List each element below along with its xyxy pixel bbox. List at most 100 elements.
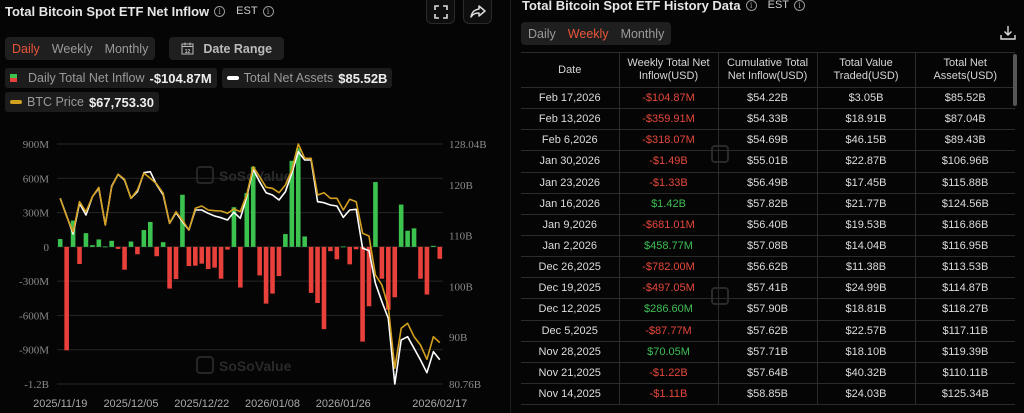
x-axis-tick: 2025/12/05 xyxy=(103,398,158,410)
cell-date: Dec 12,2025 xyxy=(521,298,620,321)
timezone-label: EST xyxy=(236,5,258,17)
tab-weekly[interactable]: Weekly xyxy=(51,41,93,56)
tab-weekly[interactable]: Weekly xyxy=(567,26,609,41)
timezone-info-icon[interactable]: i xyxy=(262,5,274,17)
table-row[interactable]: Nov 21,2025 -$1.22B $57.64B $40.32B $110.11B xyxy=(521,361,1015,384)
table-row[interactable]: Dec 19,2025 -$497.05M $57.41B $24.99B $114.8… xyxy=(521,277,1015,300)
cell-net-assets: $117.11B xyxy=(914,319,1015,342)
line-swatch-icon xyxy=(226,76,239,80)
left-axis-tick: -900M xyxy=(19,345,49,357)
table-row[interactable]: Jan 16,2026 $1.42B $57.82B $21.77B $124.56B xyxy=(521,192,1015,215)
left-axis-tick: -300M xyxy=(19,276,49,288)
column-header-net-assets[interactable]: Total Net Assets(USD) xyxy=(914,52,1015,88)
right-axis-tick: 80.76B xyxy=(449,379,481,391)
cell-value-traded: $21.77B xyxy=(816,192,916,215)
cell-net-assets: $110.11B xyxy=(914,361,1015,384)
cell-cumulative-inflow: $56.62B xyxy=(717,256,818,279)
inflow-bar xyxy=(437,246,443,259)
column-header-cumulative-inflow[interactable]: Cumulative Total Net Inflow(USD) xyxy=(717,52,818,88)
table-row[interactable]: Nov 14,2025 -$1.11B $58.85B $24.03B $125.34B xyxy=(521,382,1015,406)
column-header-value-traded[interactable]: Total Value Traded(USD) xyxy=(816,52,916,88)
legend-label: Total Net Assets xyxy=(243,71,334,85)
table-row[interactable]: Jan 2,2026 $458.77M $57.08B $14.04B $116.95B xyxy=(521,234,1015,258)
table-row[interactable]: Nov 28,2025 $70.05M $57.71B $18.10B $119.39B xyxy=(521,340,1015,363)
inflow-bar xyxy=(405,230,410,247)
table-row[interactable]: Jan 30,2026 -$1.49B $55.01B $22.87B $106.96B xyxy=(521,150,1015,173)
inflow-bar xyxy=(141,230,147,247)
inflow-bar xyxy=(135,246,140,255)
inflow-bar xyxy=(205,246,211,270)
inflow-bar xyxy=(257,246,262,276)
inflow-bar xyxy=(96,239,102,247)
inflow-bar xyxy=(64,246,69,351)
legend-net-inflow[interactable]: Daily Total Net Inflow -$104.87M xyxy=(5,68,217,88)
legend-total-net-assets[interactable]: Total Net Assets $85.52B xyxy=(221,68,393,88)
inflow-bar xyxy=(231,207,237,247)
tab-monthly[interactable]: Monthly xyxy=(104,41,149,56)
cell-date: Nov 28,2025 xyxy=(521,340,620,363)
cell-weekly-inflow: -$104.87M xyxy=(618,86,719,110)
info-icon[interactable]: i xyxy=(745,0,757,11)
cell-value-traded: $19.53B xyxy=(816,213,916,236)
info-icon[interactable]: i xyxy=(214,5,226,17)
inflow-bar xyxy=(173,246,179,280)
column-header-weekly-inflow[interactable]: Weekly Total Net Inflow(USD) xyxy=(618,52,719,88)
fullscreen-button[interactable] xyxy=(426,0,455,24)
inflow-bar xyxy=(250,166,256,247)
legend-label: Daily Total Net Inflow xyxy=(28,71,145,85)
inflow-bar xyxy=(308,246,314,293)
table-row[interactable]: Dec 5,2025 -$87.77M $57.62B $22.57B $117.11B xyxy=(521,319,1015,342)
table-row[interactable]: Feb 17,2026 -$104.87M $54.22B $3.05B $85.52B xyxy=(521,86,1015,110)
timezone-info-icon[interactable]: i xyxy=(794,0,806,11)
cell-weekly-inflow: $286.60M xyxy=(618,298,719,321)
inflow-bar xyxy=(289,160,295,247)
cell-net-assets: $106.96B xyxy=(914,150,1015,173)
calendar-icon: 12 xyxy=(181,42,194,55)
chart-title: Total Bitcoin Spot ETF Net Inflow i EST … xyxy=(5,2,274,20)
table-row[interactable]: Jan 9,2026 -$681.01M $56.40B $19.53B $116.86… xyxy=(521,213,1015,236)
date-range-button[interactable]: 12 Date Range xyxy=(169,37,285,60)
cell-value-traded: $24.03B xyxy=(816,382,916,406)
cell-value-traded: $18.10B xyxy=(816,340,916,363)
x-axis-tick: 2026/02/17 xyxy=(412,398,467,410)
inflow-bar xyxy=(295,148,301,247)
table-row[interactable]: Feb 6,2026 -$318.07M $54.69B $46.15B $89.43B xyxy=(521,129,1015,152)
inflow-bar xyxy=(128,241,134,247)
right-axis-tick: 120B xyxy=(449,180,473,192)
cell-net-assets: $116.95B xyxy=(914,234,1015,258)
legend-row-2: BTC Price $67,753.30 xyxy=(5,92,160,112)
cell-cumulative-inflow: $57.62B xyxy=(717,319,818,342)
table-row[interactable]: Dec 26,2025 -$782.00M $56.62B $11.38B $113.5… xyxy=(521,256,1015,279)
table-header-row: Date Weekly Total Net Inflow(USD) Cumula… xyxy=(521,52,1015,88)
cell-date: Dec 19,2025 xyxy=(521,277,620,300)
tab-daily[interactable]: Daily xyxy=(528,26,556,41)
inflow-bar xyxy=(366,246,372,307)
inflow-bar xyxy=(386,246,391,310)
net-inflow-chart[interactable]: 900M 600M 300M 0 -300M -600M -900M -1.2B 128.04B… xyxy=(0,130,510,413)
cell-value-traded: $14.04B xyxy=(816,234,916,258)
inflow-bar xyxy=(167,246,172,289)
table-row[interactable]: Dec 12,2025 $286.60M $57.90B $18.81B $118.27… xyxy=(521,298,1015,321)
watermark-text: SoSoValue xyxy=(219,358,292,374)
column-header-date[interactable]: Date xyxy=(521,52,620,88)
inflow-bar xyxy=(276,246,282,277)
cell-value-traded: $22.87B xyxy=(816,150,916,173)
download-icon[interactable] xyxy=(1000,25,1016,41)
inflow-bar xyxy=(147,221,153,247)
svg-text:12: 12 xyxy=(185,49,191,55)
tab-daily[interactable]: Daily xyxy=(12,41,40,56)
inflow-bar xyxy=(360,246,365,342)
tab-monthly[interactable]: Monthly xyxy=(620,26,665,41)
inflow-bar xyxy=(424,246,430,295)
cell-value-traded: $24.99B xyxy=(816,277,916,300)
table-scrollbar[interactable] xyxy=(1013,54,1017,106)
cell-weekly-inflow: -$782.00M xyxy=(618,256,719,279)
cell-weekly-inflow: -$1.33B xyxy=(618,171,719,194)
table-row[interactable]: Jan 23,2026 -$1.33B $56.49B $17.45B $115.88B xyxy=(521,171,1015,194)
table-row[interactable]: Feb 13,2026 -$359.91M $54.33B $18.91B $87.04… xyxy=(521,108,1015,131)
cell-cumulative-inflow: $57.64B xyxy=(717,361,818,384)
share-button[interactable] xyxy=(463,0,492,24)
legend-btc-price[interactable]: BTC Price $67,753.30 xyxy=(5,92,160,112)
cell-cumulative-inflow: $54.22B xyxy=(717,86,818,110)
date-range-label: Date Range xyxy=(203,41,273,56)
